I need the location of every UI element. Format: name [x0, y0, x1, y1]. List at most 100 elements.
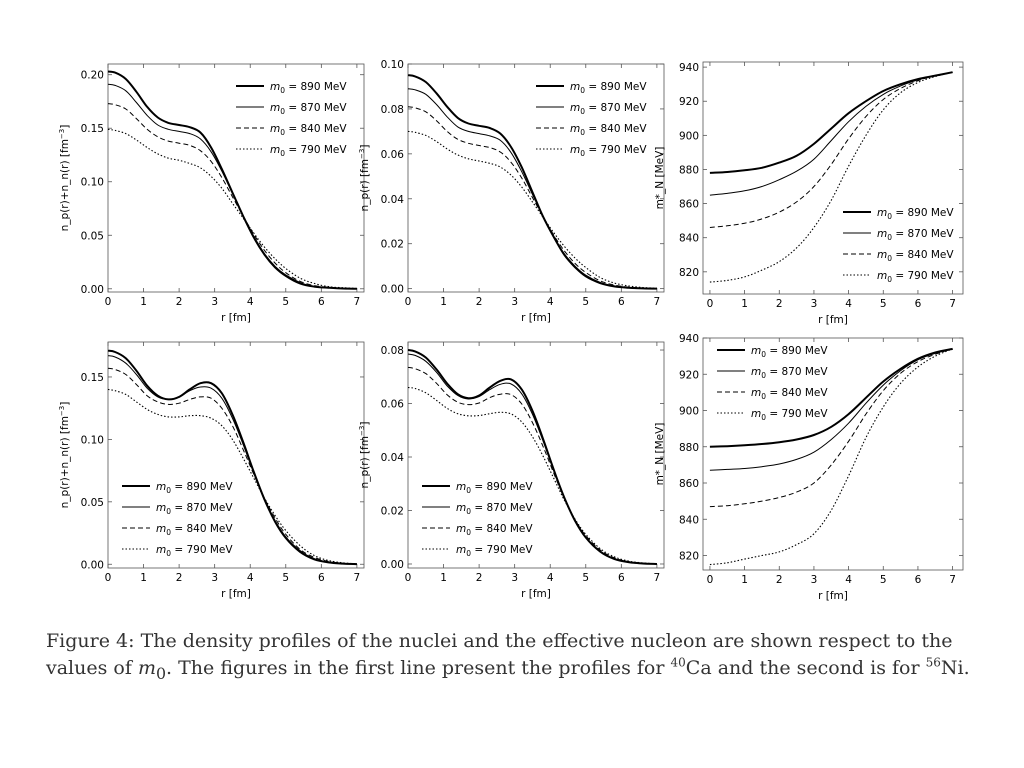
legend-label: m0 = 790 MeV [270, 144, 347, 158]
x-tick-label: 7 [354, 296, 361, 308]
y-tick-label: 940 [679, 62, 699, 74]
x-tick-label: 2 [476, 572, 483, 584]
x-tick-label: 5 [282, 572, 289, 584]
y-tick-label: 0.10 [81, 177, 104, 189]
x-axis-label: r [fm] [221, 588, 251, 600]
x-tick-label: 2 [176, 572, 183, 584]
x-tick-label: 3 [811, 574, 818, 586]
x-tick-label: 6 [618, 296, 625, 308]
y-tick-label: 0.08 [381, 345, 404, 357]
chart-panel-5: 0 1 2 3 4 5 6 7 0.00 0.02 0.04 0.06 0.08 r [fm] n_p(r)… [358, 341, 665, 600]
y-axis-label: n_p(r)+n_n(r) [fm−3] [58, 125, 71, 232]
caption-text-d: . [963, 657, 970, 679]
series-line-0840 [709, 71, 953, 228]
caption-text-b: . The figures in the first line present … [166, 657, 665, 679]
x-tick-label: 4 [247, 572, 254, 584]
x-tick-label: 2 [176, 296, 183, 308]
caption-ca-mass: 40 [670, 655, 686, 670]
series-line-0890 [709, 347, 953, 448]
series-line-0890 [107, 349, 357, 566]
x-tick-label: 5 [880, 298, 887, 310]
x-tick-label: 7 [354, 572, 361, 584]
x-tick-label: 1 [440, 296, 447, 308]
series-line-0790 [407, 130, 657, 289]
chart-panel-6: 0 1 2 3 4 5 6 7 820 840 860 880 900 920 940 r [fm] m*_N … [654, 333, 964, 602]
plot-frame [107, 341, 365, 569]
y-tick-label: 840 [679, 514, 699, 526]
legend-label: m0 = 870 MeV [570, 102, 647, 116]
x-tick-label: 0 [105, 296, 112, 308]
x-tick-label: 4 [845, 574, 852, 586]
x-tick-label: 1 [440, 572, 447, 584]
x-axis-label: r [fm] [521, 312, 551, 324]
legend-label: m0 = 890 MeV [270, 81, 347, 95]
series-line-0790 [709, 71, 953, 283]
x-tick-label: 0 [707, 298, 714, 310]
legend-label: m0 = 890 MeV [456, 481, 533, 495]
y-axis-label: n_p(r) [fm−3] [358, 422, 371, 489]
x-tick-label: 2 [776, 574, 783, 586]
legend-label: m0 = 840 MeV [751, 387, 828, 401]
series-line-0790 [107, 388, 357, 565]
x-tick-label: 5 [880, 574, 887, 586]
legend-label: m0 = 890 MeV [877, 207, 954, 221]
legend-label: m0 = 790 MeV [877, 270, 954, 284]
y-tick-label: 940 [679, 333, 699, 345]
legend-label: m0 = 870 MeV [156, 502, 233, 516]
series-line-0840 [709, 348, 953, 508]
y-tick-label: 820 [679, 551, 699, 563]
caption-ni-symbol: Ni [940, 657, 964, 679]
x-axis-label: r [fm] [818, 590, 848, 602]
y-tick-label: 0.20 [81, 70, 104, 82]
y-tick-label: 860 [679, 199, 699, 211]
series-line-0870 [107, 83, 357, 290]
x-tick-label: 1 [741, 298, 748, 310]
y-tick-label: 0.08 [381, 104, 404, 116]
plot-frame [702, 337, 964, 571]
x-tick-label: 4 [547, 572, 554, 584]
plot-frame [702, 61, 964, 295]
y-tick-label: 0.10 [81, 434, 104, 446]
caption-ca-symbol: Ca [685, 657, 712, 679]
legend-label: m0 = 890 MeV [156, 481, 233, 495]
legend-label: m0 = 840 MeV [156, 523, 233, 537]
chart-panel-4: 0 1 2 3 4 5 6 7 0.00 0.05 0.10 0.15 r [fm] n_p(r)+n_n… [58, 341, 365, 600]
caption-m-sub: 0 [155, 663, 167, 683]
chart-panel-1: 0 1 2 3 4 5 6 7 0.00 0.05 0.10 0.15 0.20 r [fm] n_p(r)… [58, 63, 365, 324]
legend-label: m0 = 870 MeV [456, 502, 533, 516]
x-tick-label: 2 [776, 298, 783, 310]
legend: m0 = 890 MeV m0 = 870 MeV m0 = 840 MeV m0 =… [843, 207, 954, 284]
legend: m0 = 890 MeV m0 = 870 MeV m0 = 840 MeV m0 =… [717, 345, 828, 422]
series-line-0840 [407, 106, 657, 289]
caption-ni-mass: 56 [925, 655, 941, 670]
y-axis-label: n_p(r)+n_n(r) [fm−3] [58, 402, 71, 509]
y-tick-label: 0.05 [81, 497, 104, 509]
series-line-0890 [107, 70, 357, 290]
x-axis-label: r [fm] [818, 314, 848, 326]
series-line-0840 [407, 366, 657, 565]
y-tick-label: 820 [679, 267, 699, 279]
series-line-0870 [709, 71, 953, 196]
x-tick-label: 7 [949, 298, 956, 310]
series-line-0790 [709, 348, 953, 566]
x-tick-label: 7 [654, 572, 661, 584]
series-line-0890 [709, 71, 953, 174]
y-tick-label: 0.05 [81, 230, 104, 242]
chart-panel-2: 0 1 2 3 4 5 6 7 0.00 0.02 0.04 0.06 0.08 0.10 r [fm] n_… [358, 59, 665, 324]
y-tick-label: 0.00 [381, 284, 404, 296]
legend-label: m0 = 870 MeV [877, 228, 954, 242]
y-axis-label: n_p(r) [fm−3] [358, 145, 371, 212]
x-tick-label: 3 [511, 296, 518, 308]
y-tick-label: 0.10 [381, 59, 404, 71]
y-tick-label: 900 [679, 406, 699, 418]
x-tick-label: 2 [476, 296, 483, 308]
plot-frame [407, 63, 665, 293]
y-tick-label: 0.06 [381, 149, 405, 161]
x-tick-label: 1 [140, 572, 147, 584]
series-line-0870 [407, 353, 657, 565]
series-line-0890 [407, 74, 657, 290]
x-tick-label: 5 [582, 572, 589, 584]
x-tick-label: 1 [140, 296, 147, 308]
legend-label: m0 = 870 MeV [751, 366, 828, 380]
x-axis-label: r [fm] [221, 312, 251, 324]
